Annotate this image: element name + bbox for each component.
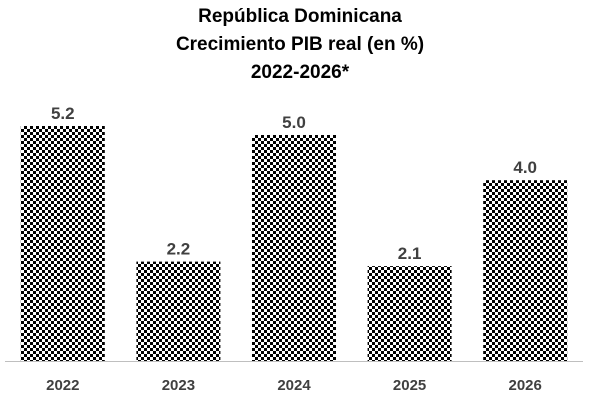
x-tick-label-2026: 2026	[509, 377, 542, 394]
chart-title-line-2: Crecimiento PIB real (en %)	[176, 34, 424, 55]
x-tick-label-2024: 2024	[277, 377, 311, 394]
x-tick-label-2022: 2022	[46, 377, 79, 394]
x-tick-label-2023: 2023	[162, 377, 195, 394]
chart-title-line-3: 2022-2026*	[251, 62, 350, 83]
chart-title: República Dominicana Crecimiento PIB rea…	[176, 6, 424, 83]
x-tick-label-2025: 2025	[393, 377, 426, 394]
bar-2024	[252, 135, 336, 361]
bar-2025	[367, 266, 452, 361]
data-label-2024: 5.0	[282, 113, 306, 132]
bar-2022	[20, 126, 105, 361]
data-label-2023: 2.2	[167, 240, 191, 259]
data-label-2026: 4.0	[513, 158, 537, 177]
x-axis-tick-labels: 2022 2023 2024 2025 2026	[46, 377, 542, 394]
data-label-2025: 2.1	[398, 244, 422, 263]
bar-2026	[483, 180, 568, 361]
bar-2023	[136, 261, 221, 361]
chart-title-line-1: República Dominicana	[198, 6, 402, 27]
bars	[20, 126, 568, 361]
value-labels: 5.2 2.2 5.0 2.1 4.0	[51, 104, 537, 263]
data-label-2022: 5.2	[51, 104, 75, 123]
